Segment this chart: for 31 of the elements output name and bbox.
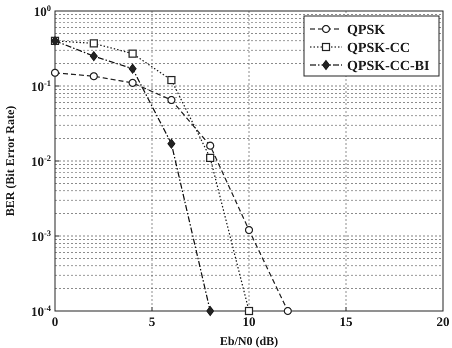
point: [206, 142, 214, 150]
legend-label: QPSK-CC: [347, 41, 410, 56]
point: [244, 306, 254, 316]
y-tick-label: 10$^{-2}$: [30, 153, 51, 169]
x-tick-label: 0: [52, 314, 58, 329]
y-tick-label: 10$^{-1}$: [30, 78, 51, 94]
point: [128, 50, 137, 58]
point: [167, 76, 176, 84]
legend-label: QPSK-CC-BI: [347, 59, 430, 74]
point: [50, 68, 60, 77]
point: [206, 306, 214, 316]
point: [206, 154, 214, 162]
y-tick-label: 10$^{0}$: [34, 3, 51, 19]
y-tick-label: 10$^{-3}$: [30, 228, 51, 244]
x-axis-title: Eb/N0 (dB): [220, 334, 278, 348]
x-tick-label: 20: [436, 314, 450, 329]
point: [90, 72, 98, 80]
point: [128, 64, 137, 74]
point: [284, 306, 292, 316]
point: [167, 96, 176, 104]
x-tick-label: 5: [148, 314, 156, 329]
x-tick-label: 15: [340, 314, 353, 329]
x-tick-label: 10: [242, 314, 256, 329]
point: [90, 51, 98, 62]
point: [244, 226, 254, 234]
point: [128, 78, 137, 88]
point: [167, 138, 176, 149]
y-tick-label: 10$^{-4}$: [30, 303, 52, 319]
legend-label: QPSK: [347, 23, 386, 38]
point: [90, 39, 98, 48]
y-axis-title: BER (Bit Error Rate): [3, 106, 17, 216]
